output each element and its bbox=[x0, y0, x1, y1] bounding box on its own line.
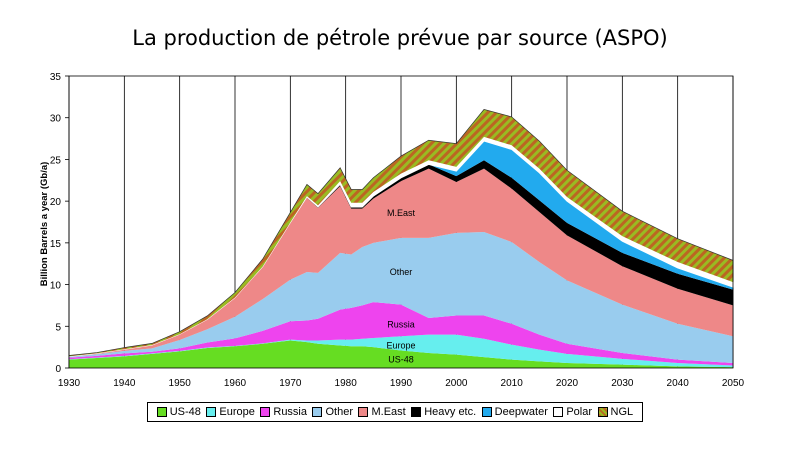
legend-item: US-48 bbox=[156, 406, 201, 418]
legend-swatch bbox=[597, 407, 608, 417]
series-area-us-48 bbox=[69, 340, 733, 368]
legend-item: Russia bbox=[260, 406, 307, 418]
x-tick-label: 2010 bbox=[501, 378, 524, 389]
x-tick-label: 2030 bbox=[611, 378, 634, 389]
series-area-russia bbox=[69, 302, 733, 366]
x-tick-label: 1970 bbox=[279, 378, 302, 389]
legend-label: Heavy etc. bbox=[424, 406, 477, 418]
legend-item: M.East bbox=[358, 406, 406, 418]
x-tick-label: 1980 bbox=[335, 378, 358, 389]
legend-label: US-48 bbox=[169, 406, 201, 418]
series-area-m-east bbox=[69, 168, 733, 357]
x-tick-label: 2050 bbox=[722, 378, 745, 389]
y-tick-label: 35 bbox=[50, 72, 62, 83]
plot-frame bbox=[68, 75, 734, 369]
chart-title: La production de pétrole prévue par sour… bbox=[132, 26, 668, 50]
legend-label: Europe bbox=[219, 406, 255, 418]
y-tick-label: 15 bbox=[50, 239, 62, 250]
legend-swatch bbox=[312, 407, 323, 417]
legend-item: NGL bbox=[597, 406, 634, 418]
series-annotation: Europe bbox=[386, 340, 415, 350]
series-annotation: US-48 bbox=[388, 355, 414, 365]
chart-plot: 1930 1940 1950 1960 1970 1980 1990 2000 2010 2020… bbox=[39, 72, 745, 389]
x-tick-label: 1930 bbox=[58, 378, 81, 389]
legend-item: Heavy etc. bbox=[411, 406, 476, 418]
series-annotation: Russia bbox=[387, 320, 415, 330]
x-tick-label: 1940 bbox=[113, 378, 136, 389]
legend-swatch bbox=[260, 407, 271, 417]
y-tick-label: 25 bbox=[50, 155, 62, 166]
x-tick-label: 1950 bbox=[169, 378, 192, 389]
x-tick-label: 2000 bbox=[445, 378, 468, 389]
y-tick-label: 10 bbox=[50, 281, 62, 292]
legend-label: Deepwater bbox=[494, 406, 548, 418]
legend-item: Polar bbox=[553, 406, 592, 418]
x-tick-label: 1990 bbox=[390, 378, 413, 389]
legend-label: Other bbox=[325, 406, 353, 418]
y-tick-label: 5 bbox=[55, 322, 61, 333]
x-tick-label: 2020 bbox=[556, 378, 579, 389]
x-tick-label: 2040 bbox=[667, 378, 690, 389]
legend-item: Other bbox=[312, 406, 353, 418]
x-tick-label: 1960 bbox=[224, 378, 247, 389]
chart-legend: US-48 Europe Russia Other M.East Heavy etc. De… bbox=[147, 402, 643, 422]
legend-swatch bbox=[481, 407, 492, 417]
legend-swatch bbox=[206, 407, 217, 417]
legend-swatch bbox=[358, 407, 369, 417]
y-axis-label: Billion Barrels a year (Gb/a) bbox=[39, 162, 50, 287]
series-area-europe bbox=[69, 334, 733, 368]
series-area-ngl bbox=[69, 109, 733, 357]
series-annotation: Other bbox=[390, 267, 413, 277]
y-tick-label: 20 bbox=[50, 197, 62, 208]
legend-label: NGL bbox=[610, 406, 634, 418]
legend-item: Deepwater bbox=[481, 406, 548, 418]
series-area-other bbox=[69, 232, 733, 363]
series-annotation: M.East bbox=[387, 208, 416, 218]
legend-label: Polar bbox=[566, 406, 593, 418]
total-outline bbox=[68, 108, 734, 356]
y-tick-label: 0 bbox=[55, 364, 61, 375]
legend-swatch bbox=[553, 407, 564, 417]
legend-item: Europe bbox=[206, 406, 255, 418]
legend-swatch bbox=[411, 407, 422, 417]
legend-swatch bbox=[156, 407, 167, 417]
legend-label: Russia bbox=[273, 406, 307, 418]
legend-label: M.East bbox=[371, 406, 406, 418]
y-tick-label: 30 bbox=[50, 114, 62, 125]
